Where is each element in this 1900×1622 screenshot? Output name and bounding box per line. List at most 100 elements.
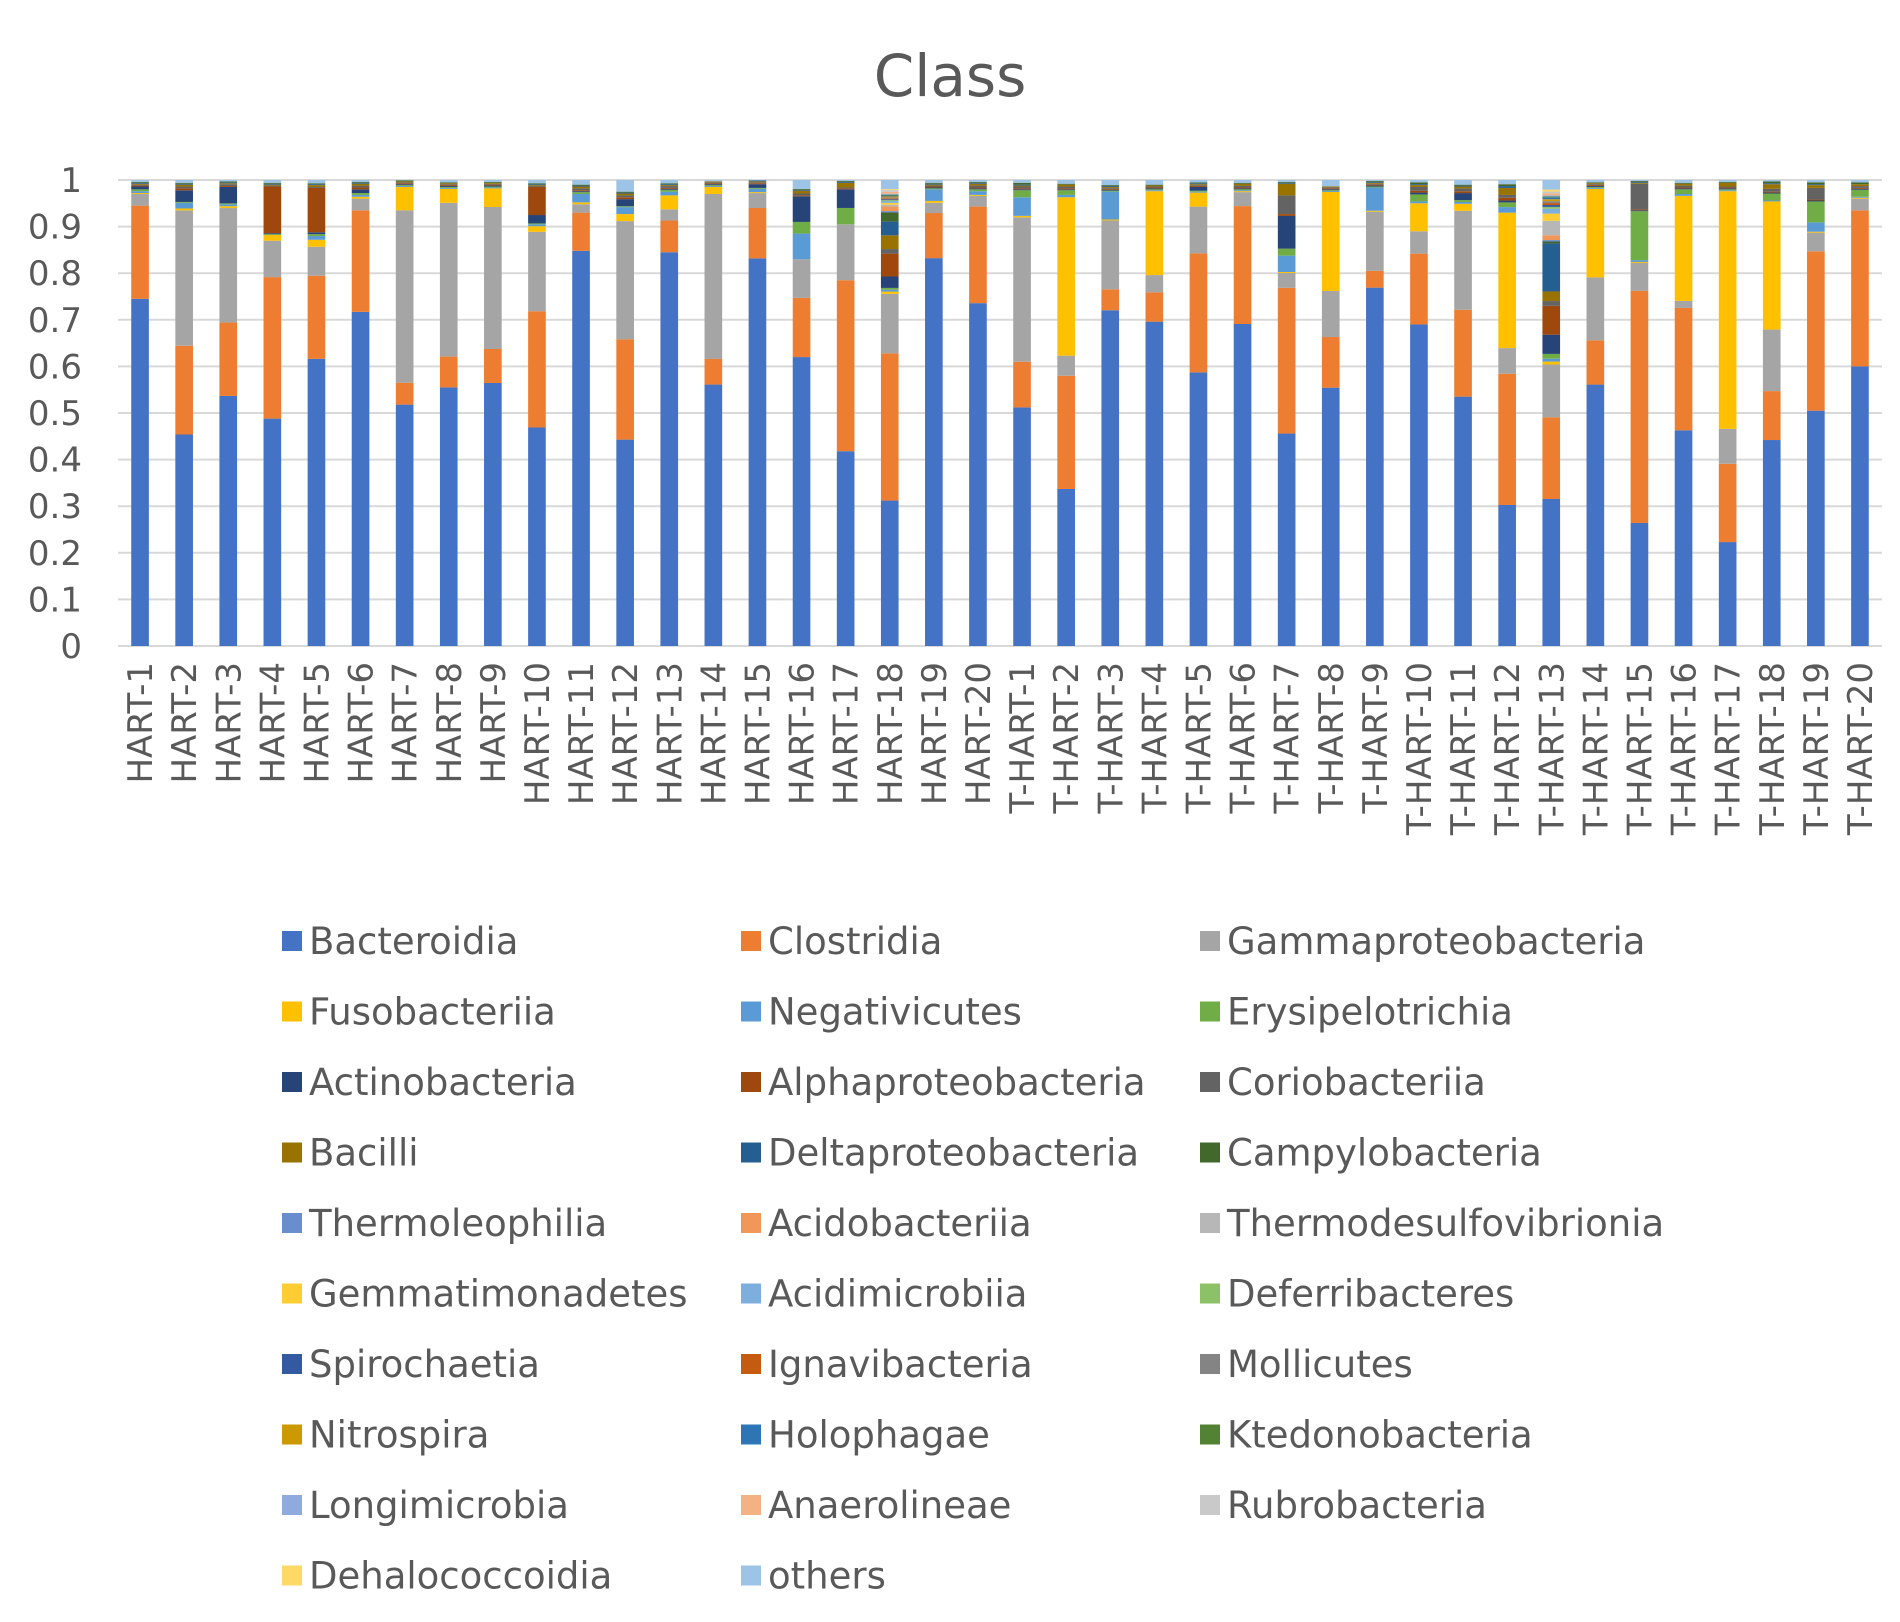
x-tick-label: T-HART-3 (1091, 662, 1131, 814)
bar-segment (1013, 215, 1031, 218)
bar-segment (219, 395, 238, 646)
bar-segment (1498, 348, 1516, 374)
bar-segment (1630, 262, 1649, 263)
bar-segment (1851, 210, 1869, 367)
bar-segment (1762, 191, 1781, 193)
bar-segment (1762, 184, 1781, 189)
bar-segment (263, 183, 282, 185)
bar-segment (1674, 180, 1693, 183)
bar-segment (1233, 189, 1252, 191)
bar-segment (175, 182, 193, 184)
legend-swatch (282, 1565, 302, 1586)
bar-segment (175, 345, 193, 435)
bar-segment (175, 188, 193, 191)
bar-segment (704, 186, 723, 194)
bar-segment (1851, 188, 1869, 190)
legend-entry: Bacteroidia (309, 920, 518, 963)
bar-segment (704, 185, 723, 187)
bar-segment (880, 198, 899, 200)
bar-segment (1233, 183, 1252, 186)
x-tick-label: T-HART-18 (1753, 662, 1793, 836)
bar-segment (880, 249, 899, 254)
bar-segment (880, 291, 899, 294)
bar-segment (880, 195, 899, 197)
bar-segment (969, 187, 987, 189)
legend-swatch (741, 1424, 761, 1445)
legend: Bacteroidia Clostridia Gammaproteobacteria… (282, 920, 1664, 1598)
bar-segment (1410, 186, 1428, 191)
bar-segment (1674, 183, 1693, 186)
legend-entry: Ktedonobacteria (1227, 1414, 1533, 1457)
bar-segment (528, 187, 546, 216)
bar-segment (969, 185, 987, 188)
bar-segment (1454, 180, 1472, 185)
bar-segment (395, 186, 414, 187)
bar-segment (1101, 188, 1120, 190)
bar-segment (1321, 188, 1340, 190)
bar-segment (351, 185, 370, 188)
bar-segment (1630, 180, 1649, 182)
bar-segment (572, 250, 590, 646)
x-tick-label: HART-20 (959, 662, 999, 805)
bar-segment (572, 191, 590, 193)
bar-segment (1762, 181, 1781, 184)
legend-swatch (741, 1213, 761, 1233)
bar-segment (1498, 197, 1516, 201)
bar-segment (1498, 180, 1516, 185)
bar-segment (395, 186, 414, 211)
bar-segment (792, 180, 811, 189)
bar-segment (880, 235, 899, 250)
bar-segment (704, 184, 723, 186)
bar-segment (1410, 231, 1428, 254)
x-tick-label: T-HART-19 (1797, 662, 1837, 836)
bar-segment (351, 194, 370, 197)
bar-segment (1454, 186, 1472, 189)
bar-segment (1851, 180, 1869, 183)
bar-segment (175, 208, 193, 211)
bar-segment (1542, 235, 1561, 241)
bar-segment (1277, 182, 1296, 184)
bar-segment (1542, 361, 1561, 365)
bar-segment (439, 182, 458, 184)
y-tick-label: 0.6 (28, 347, 82, 387)
legend-swatch (741, 1495, 761, 1515)
bar-segment (1189, 183, 1208, 185)
bar-segment (1586, 184, 1605, 186)
bar-segment (616, 339, 634, 440)
bar-segment (704, 182, 723, 184)
bar-segment (484, 183, 502, 185)
bar-segment (351, 181, 370, 183)
bar-segment (175, 210, 193, 346)
x-tick-label: HART-8 (430, 662, 470, 784)
bar-segment (1807, 184, 1825, 186)
y-tick-label: 0.4 (28, 441, 82, 481)
bar-segment (1410, 190, 1428, 193)
bar-segment (1189, 190, 1208, 192)
bar-segment (704, 181, 723, 183)
bar-segment (1366, 270, 1384, 288)
x-tick-label: HART-4 (253, 662, 293, 784)
legend-swatch (1200, 1424, 1220, 1445)
bar-segment (1321, 187, 1340, 189)
bar-segment (792, 188, 811, 190)
bar-segment (263, 186, 282, 234)
bar-segment (439, 356, 458, 388)
bar-segment (1057, 190, 1075, 195)
bar-segment (836, 180, 855, 181)
bar-segment (880, 199, 899, 201)
bar-segment (1586, 384, 1605, 646)
bar-segment (616, 221, 634, 340)
bar-segment (1454, 188, 1472, 192)
bar-segment (836, 188, 855, 190)
x-tick-label: T-HART-5 (1179, 662, 1219, 814)
bar-segment (880, 204, 899, 207)
bar-segment (1013, 407, 1031, 646)
bar-segment (1057, 355, 1075, 376)
bar-segment (1630, 262, 1649, 291)
bar-segment (1366, 186, 1384, 188)
bar-segment (1101, 189, 1120, 191)
bar-segment (1630, 180, 1649, 181)
bar-segment (1277, 215, 1296, 249)
bar-segment (1542, 220, 1561, 236)
bar-segment (1630, 211, 1649, 261)
